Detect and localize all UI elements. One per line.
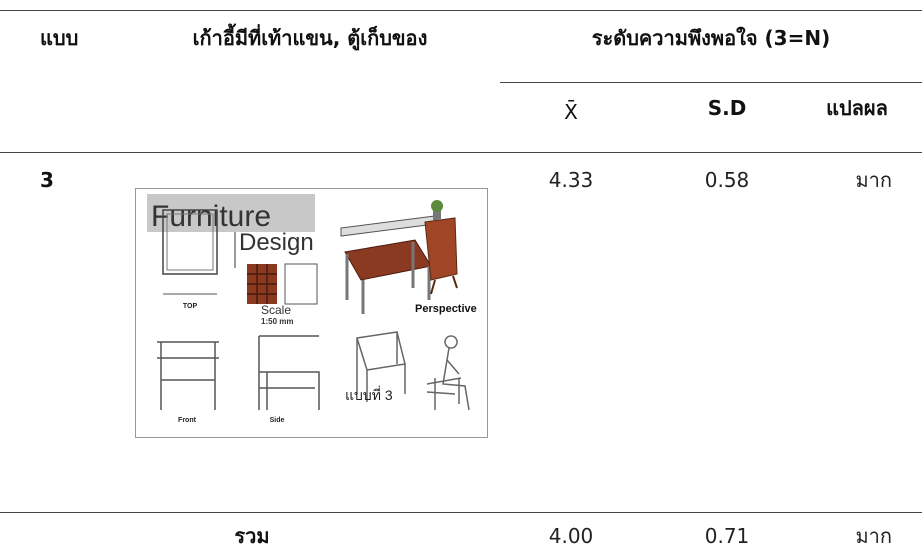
- total-cell: 4.00: [548, 524, 594, 548]
- texture-pattern: [247, 264, 277, 304]
- row-cell: 4.33: [548, 168, 594, 192]
- scale-label: Scale: [261, 303, 291, 317]
- subheader-cell: X̄: [564, 100, 578, 124]
- row-cell: 0.58: [704, 168, 750, 192]
- subheader-cell: S.D: [707, 96, 747, 120]
- image-subtitle: Design: [239, 229, 314, 256]
- top-view: [162, 209, 218, 275]
- white-swatch: [284, 263, 318, 305]
- rule-total: [0, 512, 922, 513]
- side-view: [258, 335, 320, 410]
- header-cell: ระดับความพึงพอใจ (3=N): [591, 26, 831, 50]
- rule-sub: [500, 82, 922, 83]
- header-cell: เก้าอี้มีที่เท้าแขน, ตู้เก็บของ: [192, 26, 428, 50]
- total-cell: รวม: [234, 524, 270, 548]
- title-box: [147, 194, 315, 232]
- rule-top: [0, 10, 922, 11]
- subheader-cell: แปลผล: [826, 96, 888, 120]
- scale-value: 1:50 mm: [261, 317, 293, 326]
- view-label: Front: [178, 417, 197, 424]
- view-label: TOP: [183, 303, 198, 310]
- view-label: Side: [270, 417, 285, 424]
- furniture-image: Furniture Design TOP Scale 1:50 mm Front…: [135, 188, 488, 438]
- perspective-sketch: [356, 331, 470, 411]
- row-cell: มาก: [855, 168, 892, 192]
- perspective-chair: [340, 200, 458, 314]
- total-cell: มาก: [855, 524, 892, 548]
- image-title: Furniture: [151, 200, 271, 233]
- variant-label: แบบที่ 3: [345, 386, 393, 403]
- rule-header: [0, 152, 922, 153]
- total-cell: 0.71: [704, 524, 750, 548]
- header-cell: แบบ: [40, 26, 79, 50]
- top-view-inner: [166, 213, 214, 271]
- perspective-label: Perspective: [415, 303, 477, 315]
- front-view: [157, 341, 219, 410]
- row-cell: 3: [40, 168, 54, 192]
